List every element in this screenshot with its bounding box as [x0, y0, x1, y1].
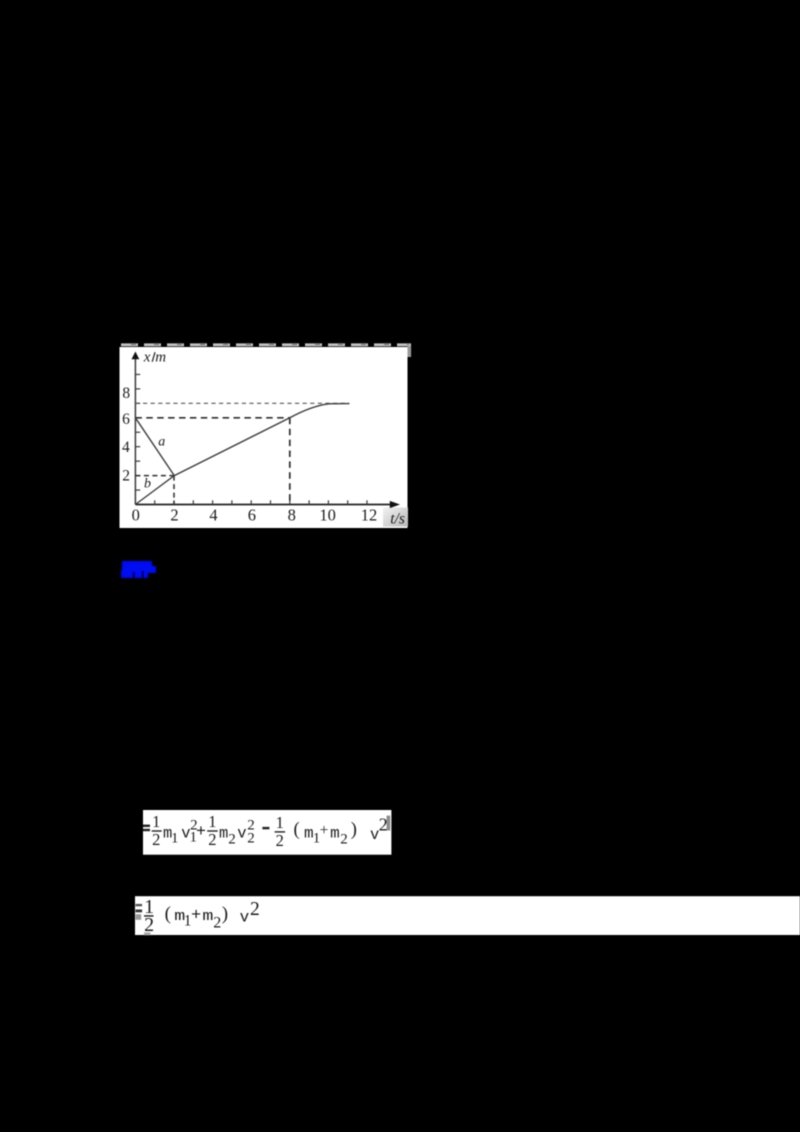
svg-text:m: m [304, 825, 314, 843]
svg-text:12: 12 [361, 505, 378, 524]
svg-text:8: 8 [122, 385, 130, 402]
svg-text:2: 2 [208, 830, 216, 849]
svg-text:8: 8 [288, 505, 296, 524]
svg-text:2: 2 [170, 505, 178, 524]
svg-text:1: 1 [276, 813, 284, 832]
svg-text:): ) [351, 820, 357, 840]
svg-text:m: m [174, 909, 185, 925]
svg-text:v: v [237, 825, 246, 843]
svg-text:v: v [240, 909, 250, 927]
svg-text:+: + [320, 822, 329, 839]
svg-text:b: b [144, 477, 151, 492]
svg-text:v: v [181, 825, 190, 843]
svg-text:2: 2 [247, 831, 255, 847]
svg-text:1: 1 [171, 831, 179, 847]
svg-text:+: + [196, 822, 206, 841]
svg-text:x: x [143, 350, 151, 366]
svg-text:): ) [222, 903, 228, 924]
svg-text:(: ( [165, 903, 171, 924]
svg-text:2: 2 [379, 815, 388, 835]
svg-text:2: 2 [250, 899, 260, 920]
svg-text:2: 2 [247, 818, 255, 834]
svg-text:1: 1 [208, 812, 216, 831]
svg-text:4: 4 [209, 505, 217, 524]
svg-text:6: 6 [122, 411, 130, 428]
svg-text:4: 4 [122, 439, 130, 456]
svg-text:1: 1 [152, 812, 160, 831]
svg-text:t/s: t/s [390, 511, 405, 528]
svg-text:(: ( [294, 820, 300, 840]
svg-text:2: 2 [152, 830, 160, 849]
svg-text:m: m [155, 350, 166, 366]
svg-text:1: 1 [184, 912, 192, 929]
svg-text:+: + [191, 907, 201, 926]
svg-text:1: 1 [144, 896, 154, 918]
svg-text:2: 2 [190, 818, 198, 834]
svg-text:v: v [370, 826, 379, 844]
svg-text:2: 2 [340, 832, 348, 848]
svg-text:m: m [219, 825, 228, 843]
svg-text:2: 2 [213, 914, 221, 931]
svg-text:2: 2 [276, 831, 284, 850]
svg-text:2: 2 [122, 468, 130, 485]
svg-text:10: 10 [319, 505, 336, 524]
svg-text:0: 0 [132, 505, 140, 524]
svg-text:1: 1 [190, 830, 198, 846]
svg-text:a: a [158, 435, 165, 450]
svg-text:2: 2 [228, 831, 236, 847]
svg-text:6: 6 [248, 505, 256, 524]
svg-text:m: m [330, 825, 340, 843]
svg-text:m: m [163, 825, 172, 843]
svg-text:1: 1 [313, 831, 321, 847]
svg-text:2: 2 [144, 914, 154, 936]
svg-text:m: m [202, 909, 213, 925]
